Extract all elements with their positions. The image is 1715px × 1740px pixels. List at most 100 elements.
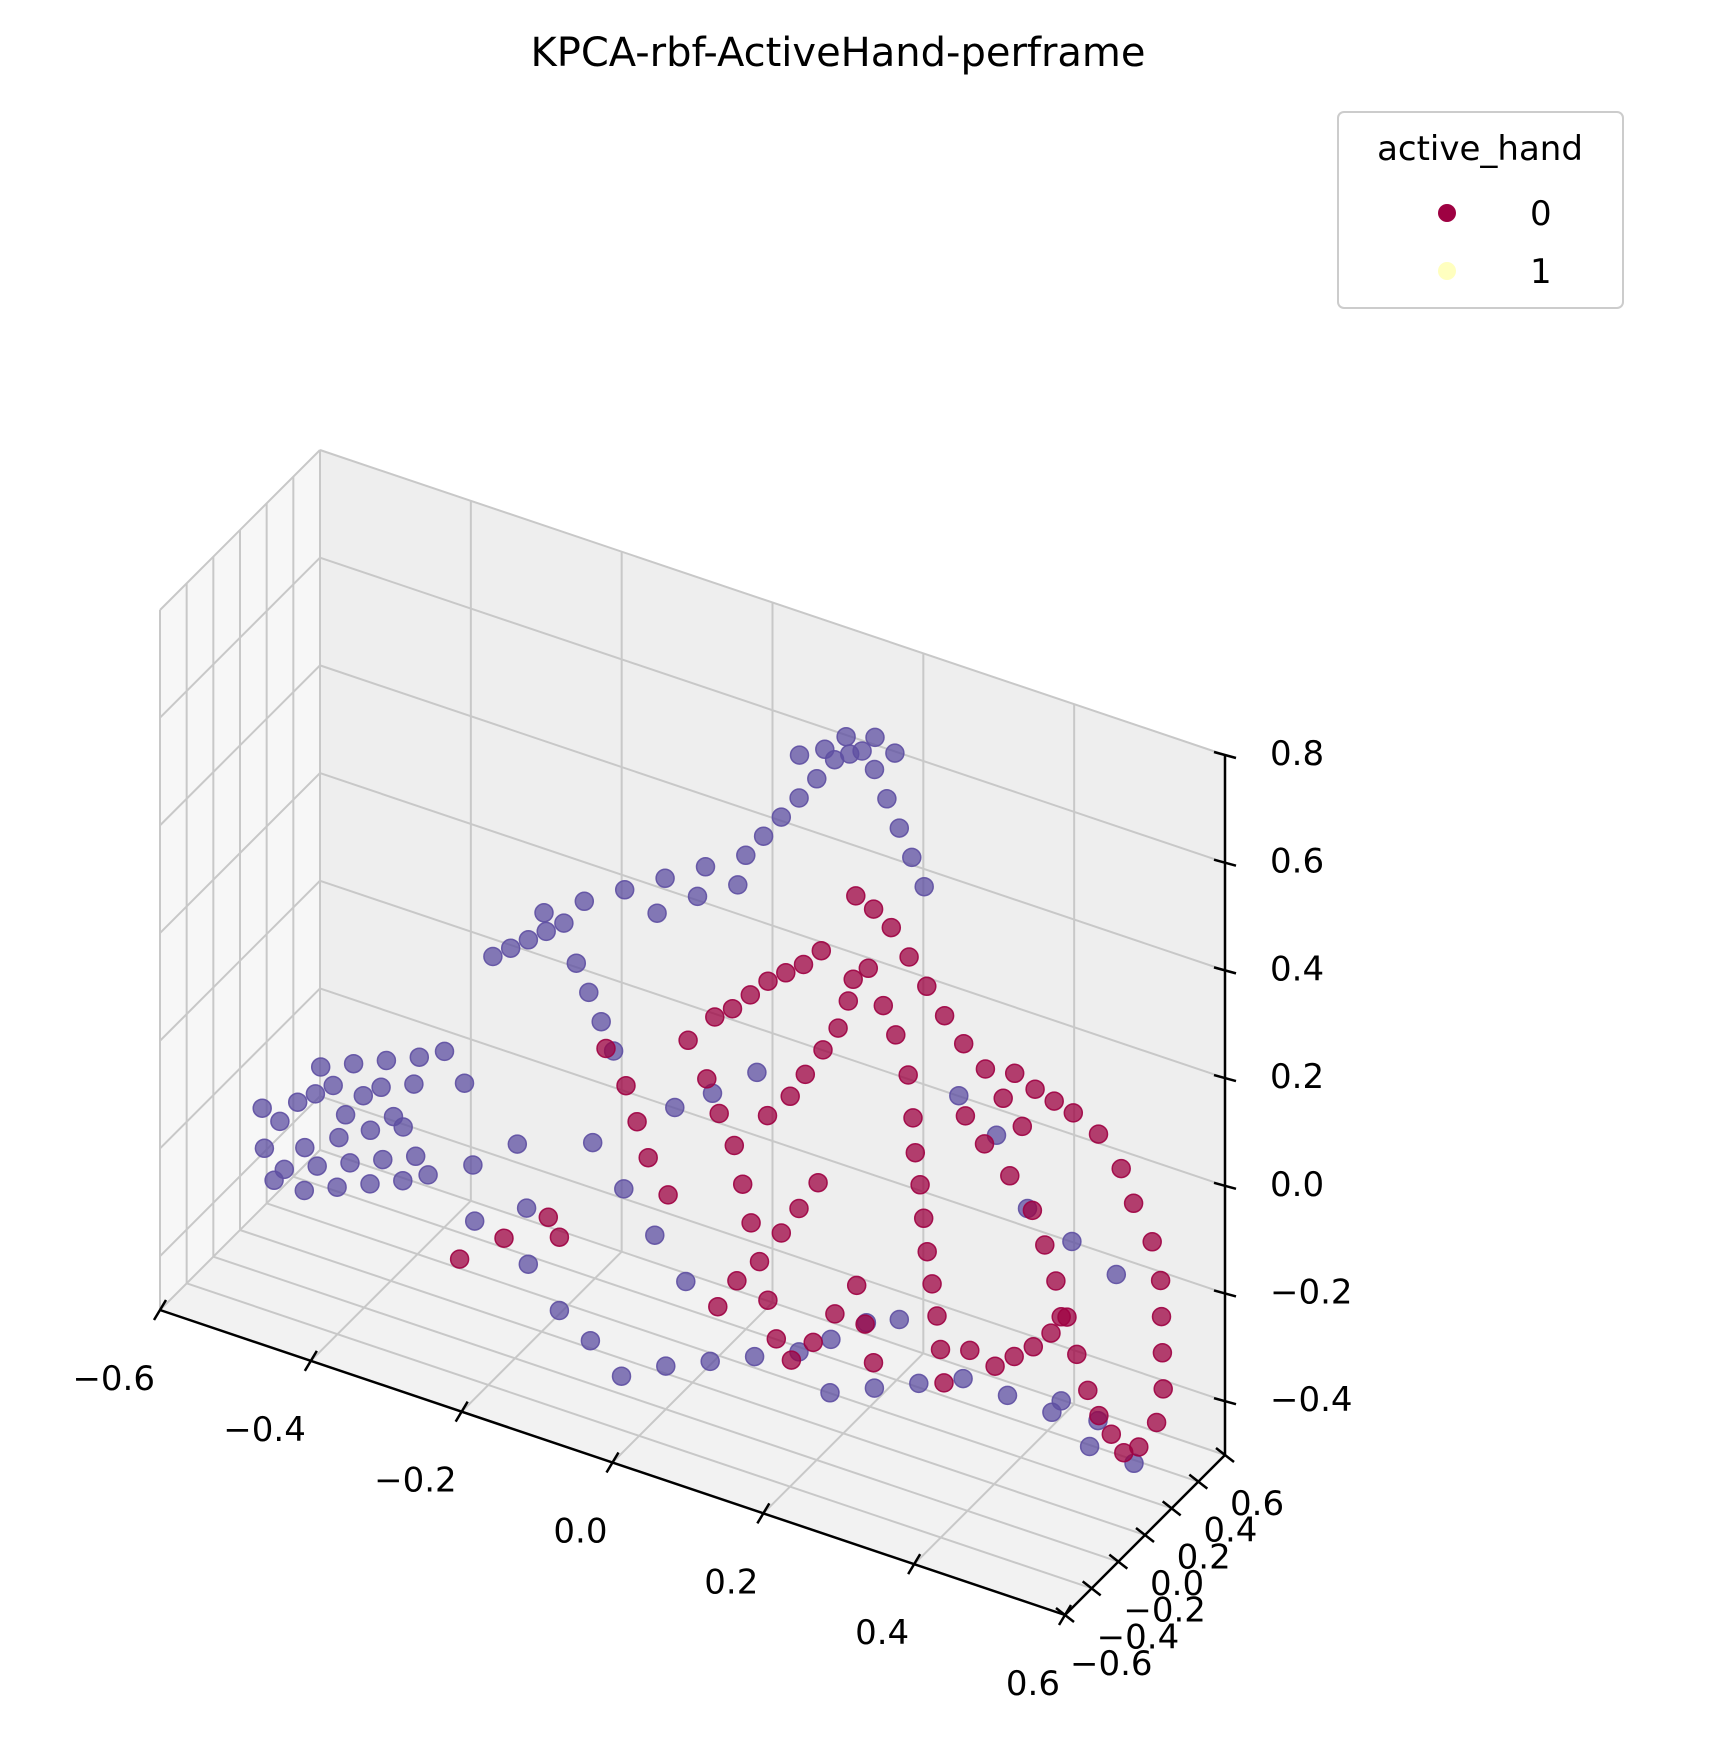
point-series-0-43	[1089, 1405, 1109, 1426]
point-series-0-10	[898, 1065, 918, 1085]
point-series-1-5	[340, 1153, 360, 1173]
point-series-0-65	[917, 976, 937, 997]
x-tick-4-mark	[756, 1502, 771, 1524]
point-series-1-81	[909, 1373, 929, 1394]
point-series-0-97	[449, 1249, 470, 1269]
point-series-0-28	[749, 1251, 770, 1272]
point-series-0-8	[873, 995, 894, 1016]
point-series-1-45	[695, 857, 716, 877]
point-series-1-10	[270, 1111, 290, 1132]
point-series-0-30	[732, 1174, 753, 1194]
point-series-0-53	[1123, 1193, 1144, 1214]
z-tick-0-label: −0.4	[1270, 1380, 1353, 1420]
point-series-0-70	[771, 1223, 792, 1243]
point-series-0-36	[1000, 1166, 1020, 1186]
point-series-1-63	[885, 743, 905, 763]
point-series-0-11	[903, 1108, 923, 1128]
point-series-0-50	[1151, 1306, 1172, 1327]
y-tick-2-mark	[1108, 1553, 1129, 1570]
point-series-0-44	[1101, 1424, 1122, 1444]
point-series-1-26	[310, 1057, 331, 1077]
point-series-1-38	[579, 982, 599, 1003]
point-series-0-81	[705, 1007, 725, 1027]
z-tick-3-mark	[1213, 1073, 1237, 1083]
point-series-0-87	[811, 940, 832, 961]
point-series-1-12	[305, 1084, 326, 1104]
point-series-1-69	[645, 1225, 665, 1245]
point-series-1-54	[864, 759, 885, 780]
point-series-0-89	[985, 1356, 1005, 1376]
point-series-0-73	[727, 1271, 747, 1291]
point-series-0-22	[863, 1352, 884, 1373]
point-series-1-65	[687, 886, 708, 907]
point-series-0-39	[1046, 1271, 1066, 1291]
point-series-1-9	[405, 1146, 426, 1167]
y-tick-1-label: −0.4	[1097, 1617, 1180, 1657]
point-series-0-77	[627, 1111, 647, 1132]
point-series-0-71	[789, 1198, 809, 1219]
point-series-1-32	[483, 946, 503, 967]
point-series-0-69	[846, 886, 866, 906]
point-series-0-95	[494, 1228, 514, 1248]
point-series-1-33	[500, 938, 521, 958]
point-series-1-53	[852, 741, 872, 761]
point-series-1-18	[404, 1074, 424, 1094]
y-tick-6-label: 0.6	[1230, 1484, 1284, 1524]
point-series-1-92	[747, 1062, 767, 1083]
point-series-1-89	[889, 1309, 910, 1330]
point-series-1-55	[877, 789, 897, 809]
point-series-0-15	[917, 1241, 937, 1262]
z-tick-6-mark	[1213, 750, 1237, 760]
grid-y-floor-2	[213, 1255, 1119, 1563]
point-series-1-28	[376, 1050, 397, 1071]
point-series-1-87	[821, 1329, 841, 1350]
point-series-0-67	[881, 917, 902, 938]
point-series-1-70	[676, 1271, 696, 1292]
grid-z-left-1	[159, 987, 321, 1150]
point-series-1-22	[327, 1177, 347, 1197]
point-series-0-20	[846, 1275, 867, 1296]
point-series-1-71	[518, 1254, 539, 1274]
y-tick-5-label: 0.4	[1203, 1511, 1257, 1551]
point-series-0-33	[697, 1069, 717, 1089]
legend-marker-1	[1438, 262, 1456, 280]
point-series-1-7	[373, 1149, 393, 1170]
point-series-1-3	[307, 1156, 327, 1176]
point-series-1-79	[820, 1383, 840, 1403]
point-series-0-1	[780, 1086, 800, 1107]
point-series-0-29	[741, 1213, 761, 1233]
y-tick-0-mark	[1055, 1607, 1075, 1623]
grid-z-back-2	[319, 879, 1226, 1187]
grid-z-left-3	[159, 772, 321, 934]
point-series-0-32	[709, 1103, 729, 1124]
point-series-1-29	[409, 1047, 430, 1067]
z-tick-4-mark	[1213, 966, 1237, 975]
legend-marker-0	[1438, 204, 1456, 222]
point-series-0-92	[1041, 1323, 1061, 1343]
grid-y-floor-1	[186, 1282, 1092, 1590]
point-series-0-26	[766, 1329, 787, 1349]
point-series-1-42	[574, 891, 595, 912]
point-series-0-76	[638, 1147, 658, 1168]
legend-label-0: 0	[1530, 194, 1552, 234]
point-series-1-100	[1062, 1231, 1082, 1252]
point-series-0-48	[1153, 1379, 1173, 1399]
grid-z-left-2	[159, 880, 321, 1042]
point-series-0-96	[549, 1227, 570, 1247]
point-series-1-56	[889, 818, 910, 838]
point-series-0-86	[793, 954, 814, 975]
point-series-0-57	[1044, 1091, 1064, 1111]
point-series-1-24	[393, 1170, 413, 1191]
point-series-1-35	[536, 921, 556, 942]
point-series-0-24	[803, 1332, 823, 1353]
point-series-1-58	[914, 876, 934, 897]
point-series-0-14	[913, 1208, 934, 1229]
point-series-0-37	[1022, 1200, 1043, 1221]
point-series-0-7	[858, 958, 879, 979]
point-series-0-52	[1142, 1232, 1162, 1252]
point-series-1-93	[463, 1155, 483, 1175]
y-tick-3-mark	[1135, 1527, 1155, 1543]
point-series-0-4	[828, 1018, 848, 1038]
point-series-0-93	[1051, 1307, 1071, 1327]
x-tick-3-label: 0.0	[553, 1512, 607, 1552]
